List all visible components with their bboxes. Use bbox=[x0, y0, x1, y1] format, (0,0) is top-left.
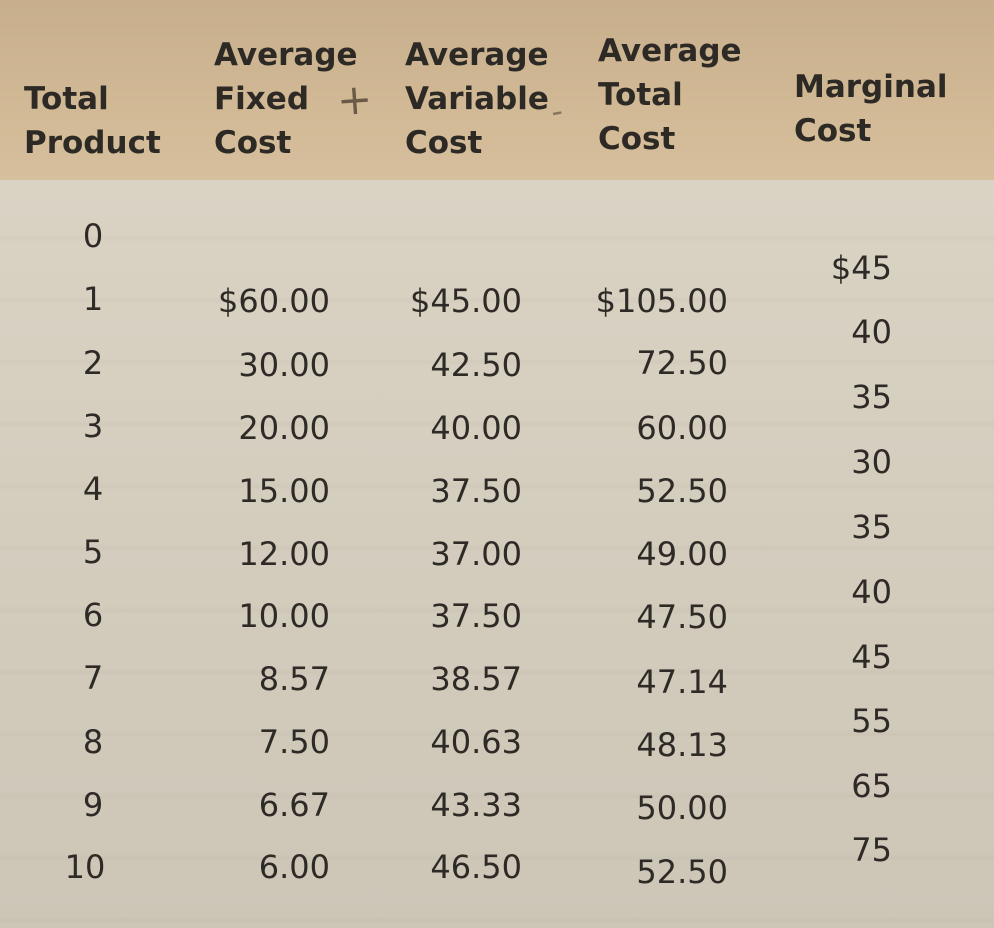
table-row-8-average-total-cost: 48.13 bbox=[636, 726, 728, 764]
table-row-8-average-fixed-cost: 7.50 bbox=[258, 723, 330, 761]
header-total-product: Total Product bbox=[24, 77, 161, 165]
header-average-total-cost-line-2: Total bbox=[598, 77, 683, 113]
table-row-10-average-variable-cost: 46.50 bbox=[430, 848, 522, 886]
table-row-5-total-product: 5 bbox=[82, 533, 104, 571]
header-average-fixed-cost: Average Fixed Cost bbox=[214, 33, 358, 165]
header-average-variable-cost-line-3: Cost bbox=[405, 125, 483, 161]
table-row-2-average-total-cost: 72.50 bbox=[636, 344, 728, 382]
table-row-1-average-fixed-cost: $60.00 bbox=[218, 282, 330, 320]
table-row-2-total-product: 2 bbox=[82, 344, 104, 382]
table-row-6-average-variable-cost: 37.50 bbox=[430, 597, 522, 635]
table-row-10-average-total-cost: 52.50 bbox=[636, 853, 728, 891]
table-row-6-total-product: 6 bbox=[82, 596, 104, 634]
table-row-0-total-product: 0 bbox=[82, 217, 104, 255]
header-marginal-cost: Marginal Cost bbox=[794, 65, 948, 153]
table-row-9-average-variable-cost: 43.33 bbox=[430, 786, 522, 824]
marginal-cost-4: 30 bbox=[851, 443, 892, 481]
handwritten-plus-mark: + bbox=[335, 73, 374, 126]
table-row-1-average-variable-cost: $45.00 bbox=[410, 282, 522, 320]
header-average-variable-cost-line-1: Average bbox=[405, 37, 549, 73]
table-row-3-average-variable-cost: 40.00 bbox=[430, 409, 522, 447]
header-average-variable-cost: Average Variable Cost bbox=[405, 33, 549, 165]
table-row-7-total-product: 7 bbox=[82, 659, 104, 697]
marginal-cost-5: 35 bbox=[851, 508, 892, 546]
table-row-3-average-total-cost: 60.00 bbox=[636, 409, 728, 447]
header-marginal-cost-line-1: Marginal bbox=[794, 69, 948, 105]
table-header-band bbox=[0, 0, 994, 180]
header-average-fixed-cost-line-2: Fixed bbox=[214, 81, 310, 117]
marginal-cost-6: 40 bbox=[851, 573, 892, 611]
marginal-cost-1: $45 bbox=[830, 249, 892, 287]
header-average-total-cost-line-3: Cost bbox=[598, 121, 676, 157]
table-row-2-average-variable-cost: 42.50 bbox=[430, 346, 522, 384]
header-average-fixed-cost-line-3: Cost bbox=[214, 125, 292, 161]
header-total-product-line-1: Total bbox=[24, 81, 109, 117]
table-row-7-average-fixed-cost: 8.57 bbox=[258, 660, 330, 698]
table-row-7-average-total-cost: 47.14 bbox=[636, 663, 728, 701]
table-row-10-average-fixed-cost: 6.00 bbox=[258, 848, 330, 886]
table-row-5-average-total-cost: 49.00 bbox=[636, 535, 728, 573]
table-row-4-average-fixed-cost: 15.00 bbox=[238, 472, 330, 510]
header-average-variable-cost-line-2: Variable bbox=[405, 81, 549, 117]
table-row-5-average-fixed-cost: 12.00 bbox=[238, 535, 330, 573]
header-average-fixed-cost-line-1: Average bbox=[214, 37, 358, 73]
table-row-2-average-fixed-cost: 30.00 bbox=[238, 346, 330, 384]
table-row-7-average-variable-cost: 38.57 bbox=[430, 660, 522, 698]
table-row-9-average-total-cost: 50.00 bbox=[636, 789, 728, 827]
table-row-8-average-variable-cost: 40.63 bbox=[430, 723, 522, 761]
header-average-total-cost-line-1: Average bbox=[598, 33, 742, 69]
marginal-cost-2: 40 bbox=[851, 313, 892, 351]
table-row-5-average-variable-cost: 37.00 bbox=[430, 535, 522, 573]
table-row-3-total-product: 3 bbox=[82, 407, 104, 445]
table-row-4-average-variable-cost: 37.50 bbox=[430, 472, 522, 510]
header-marginal-cost-line-2: Cost bbox=[794, 113, 872, 149]
table-row-9-total-product: 9 bbox=[82, 786, 104, 824]
page-texture bbox=[0, 180, 994, 928]
header-total-product-line-2: Product bbox=[24, 125, 161, 161]
table-row-9-average-fixed-cost: 6.67 bbox=[258, 786, 330, 824]
table-row-1-total-product: 1 bbox=[82, 280, 104, 318]
table-row-4-average-total-cost: 52.50 bbox=[636, 472, 728, 510]
table-row-10-total-product: 10 bbox=[64, 848, 106, 886]
marginal-cost-10: 75 bbox=[851, 831, 892, 869]
marginal-cost-7: 45 bbox=[851, 638, 892, 676]
table-row-8-total-product: 8 bbox=[82, 723, 104, 761]
table-row-6-average-total-cost: 47.50 bbox=[636, 598, 728, 636]
marginal-cost-3: 35 bbox=[851, 378, 892, 416]
table-row-6-average-fixed-cost: 10.00 bbox=[238, 597, 330, 635]
marginal-cost-8: 55 bbox=[851, 702, 892, 740]
table-row-4-total-product: 4 bbox=[82, 470, 104, 508]
header-average-total-cost: Average Total Cost bbox=[598, 29, 742, 161]
marginal-cost-9: 65 bbox=[851, 767, 892, 805]
table-row-3-average-fixed-cost: 20.00 bbox=[238, 409, 330, 447]
table-row-1-average-total-cost: $105.00 bbox=[595, 282, 728, 320]
